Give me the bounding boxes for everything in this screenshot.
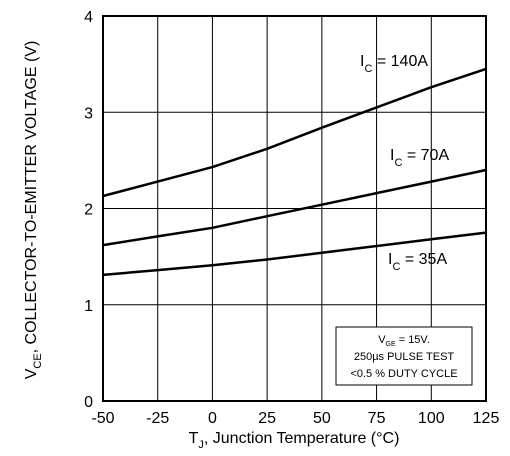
plot-frame	[102, 15, 487, 402]
y-axis-title-sub: CE	[32, 353, 44, 368]
series-label-ic-70a-main: I	[390, 147, 394, 164]
x-tick-label: 25	[258, 410, 276, 427]
y-tick-label: 3	[84, 105, 93, 122]
test-conditions-line1: VGE = 15V.	[378, 334, 430, 348]
x-tick-label: 0	[208, 410, 217, 427]
y-axis-title: VCE, COLLECTOR-TO-EMITTER VOLTAGE (V)	[23, 41, 44, 380]
series-line-2	[102, 231, 487, 277]
x-axis-title-sub: J	[198, 439, 204, 451]
series-label-ic-35a: IC = 35A	[388, 251, 447, 273]
series-label-ic-35a-main: I	[388, 251, 392, 268]
test-conditions-line3: <0.5 % DUTY CYCLE	[350, 368, 457, 380]
series-label-ic-35a-sub: C	[392, 261, 400, 273]
y-tick-label: 4	[84, 9, 93, 26]
x-axis-title-rest: , Junction Temperature (°C)	[204, 430, 400, 447]
x-axis-title: TJ, Junction Temperature (°C)	[189, 430, 400, 451]
series-label-ic-70a: IC = 70A	[390, 147, 449, 169]
series-label-ic-140a-main: I	[360, 53, 364, 70]
y-tick-label: 1	[84, 298, 93, 315]
series-line-0	[102, 67, 487, 198]
series-label-ic-140a-rest: = 140A	[372, 53, 428, 70]
y-axis-title-rest: , COLLECTOR-TO-EMITTER VOLTAGE (V)	[23, 41, 40, 354]
y-tick-label: 2	[84, 202, 93, 219]
test-conditions-frame	[335, 326, 473, 386]
series-lines	[102, 67, 487, 277]
series-label-ic-140a: IC = 140A	[360, 53, 428, 75]
grid-lines	[103, 16, 486, 401]
x-tick-label: 125	[473, 410, 500, 427]
test-conditions-vge-sub: GE	[386, 341, 396, 348]
x-tick-label: -50	[91, 410, 114, 427]
series-label-ic-70a-rest: = 70A	[402, 147, 449, 164]
x-axis-title-main: T	[189, 430, 199, 447]
x-tick-label: 50	[313, 410, 331, 427]
test-conditions-line2: 250µs PULSE TEST	[354, 351, 455, 363]
x-tick-label: 100	[418, 410, 445, 427]
y-tick-labels: 0 1 2 3 4	[84, 9, 93, 411]
x-tick-labels: -50 -25 0 25 50 75 100 125	[91, 410, 499, 427]
test-conditions-vge-rest: = 15V.	[396, 334, 430, 346]
x-tick-label: 75	[368, 410, 386, 427]
test-conditions-box: VGE = 15V. 250µs PULSE TEST <0.5 % DUTY …	[335, 326, 473, 386]
series-label-ic-35a-rest: = 35A	[400, 251, 447, 268]
y-axis-title-main: V	[23, 368, 40, 379]
test-conditions-vge-main: V	[378, 334, 386, 346]
y-tick-label: 0	[84, 394, 93, 411]
series-label-ic-70a-sub: C	[394, 157, 402, 169]
x-tick-label: -25	[146, 410, 169, 427]
series-label-ic-140a-sub: C	[364, 63, 372, 75]
series-line-1	[102, 168, 487, 247]
